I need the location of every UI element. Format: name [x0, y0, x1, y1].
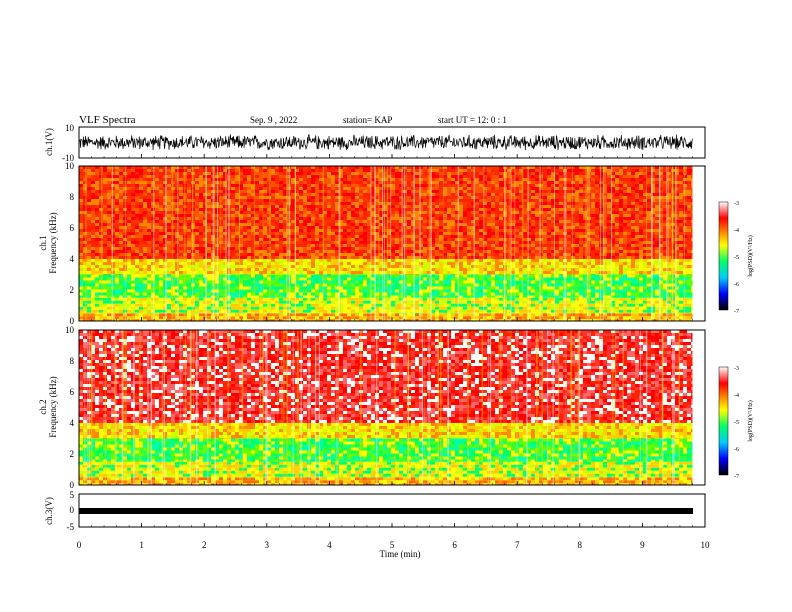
ch3-ytick-m5: -5	[67, 522, 75, 532]
x-tick-label: 3	[265, 540, 270, 550]
ch1-cbar-tick-m7: -7	[734, 309, 739, 315]
ch2-freq-tick-4: 4	[70, 418, 75, 428]
ch1-freq-tick-2: 2	[70, 285, 75, 295]
ch2-spectrogram-image	[79, 330, 705, 486]
ch2-cbar-tick-m3: -3	[734, 366, 739, 372]
figure-title: VLF Spectra	[79, 114, 136, 126]
x-tick-label: 10	[701, 540, 711, 550]
date-label: Sep. 9 , 2022	[250, 115, 297, 125]
ch3-ytick-5: 5	[70, 490, 75, 500]
start-ut-label: start UT = 12: 0 : 1	[438, 115, 507, 125]
x-tick-label: 4	[327, 540, 332, 550]
ch3-waveform-panel: 5 0 -5 ch.3(V)	[44, 490, 706, 532]
x-tick-label: 2	[202, 540, 207, 550]
ch1-ytick-top: 10	[65, 123, 75, 133]
ch1-freq-tick-8: 8	[70, 192, 75, 202]
ch1-waveform-panel: 10 -10 ch.1(V)	[44, 123, 706, 163]
x-tick-label: 0	[77, 540, 82, 550]
x-tick-label: 6	[452, 540, 457, 550]
ch1-channel-label: ch.1	[38, 235, 48, 250]
ch1-freq-tick-4: 4	[70, 254, 75, 264]
ch2-channel-label: ch.2	[38, 399, 48, 414]
ch2-cbar-tick-m6: -6	[734, 447, 739, 453]
ch1-cbar-tick-m5: -5	[734, 255, 739, 261]
ch2-colorbar: -3 -4 -5 -6 -7 log(PSD)(V²/Hz)	[718, 366, 754, 480]
x-tick-label: 1	[139, 540, 144, 550]
ch1-freq-tick-0: 0	[70, 316, 75, 326]
ch2-spectrogram-panel: 0 2 4 6 8 10 ch.2 Frequency (kHz)	[38, 325, 706, 490]
ch2-freq-tick-6: 6	[70, 387, 75, 397]
ch1-cbar-tick-m3: -3	[734, 201, 739, 207]
ch2-cbar-tick-m7: -7	[734, 474, 739, 480]
ch1-waveform-line	[78, 134, 693, 151]
ch1-colorbar-bar	[718, 201, 729, 311]
ch2-freq-tick-2: 2	[70, 449, 75, 459]
ch1-cbar-tick-m6: -6	[734, 282, 739, 288]
ch3-waveform-band	[79, 508, 693, 514]
ch2-freq-tick-0: 0	[70, 480, 75, 490]
ch1-spectrogram-panel: 0 2 4 6 8 10 ch.1 Frequency (kHz)	[38, 161, 706, 326]
ch2-freq-tick-10: 10	[65, 325, 75, 335]
ch1-ytick-bottom: -10	[62, 153, 74, 163]
time-axis: 0 1 2 3 4 5 6 7 8 9 10	[77, 154, 710, 550]
ch3-ytick-0: 0	[70, 505, 75, 515]
ch2-colorbar-label: log(PSD)(V²/Hz)	[747, 400, 754, 441]
ch2-cbar-tick-m4: -4	[734, 393, 739, 399]
ch1-freq-tick-6: 6	[70, 223, 75, 233]
ch2-freq-axis-label: Frequency (kHz)	[48, 376, 58, 437]
station-label: station= KAP	[343, 115, 392, 125]
ch2-freq-tick-8: 8	[70, 356, 75, 366]
x-tick-label: 5	[390, 540, 395, 550]
ch3-waveform-ylabel: ch.3(V)	[44, 497, 54, 525]
ch2-colorbar-bar	[718, 366, 729, 476]
ch1-freq-axis-label: Frequency (kHz)	[48, 212, 58, 273]
ch1-colorbar: -3 -4 -5 -6 -7 log(PSD)(V²/Hz)	[718, 201, 754, 315]
x-tick-label: 7	[515, 540, 520, 550]
ch1-freq-tick-10: 10	[65, 161, 75, 171]
ch2-cbar-tick-m5: -5	[734, 420, 739, 426]
x-tick-label: 8	[578, 540, 583, 550]
ch1-waveform-ylabel: ch.1(V)	[44, 128, 54, 156]
x-tick-label: 9	[640, 540, 645, 550]
time-axis-label: Time (min)	[380, 549, 421, 559]
ch1-colorbar-label: log(PSD)(V²/Hz)	[747, 235, 754, 276]
ch1-cbar-tick-m4: -4	[734, 228, 739, 234]
ch1-spectrogram-image	[79, 166, 705, 322]
